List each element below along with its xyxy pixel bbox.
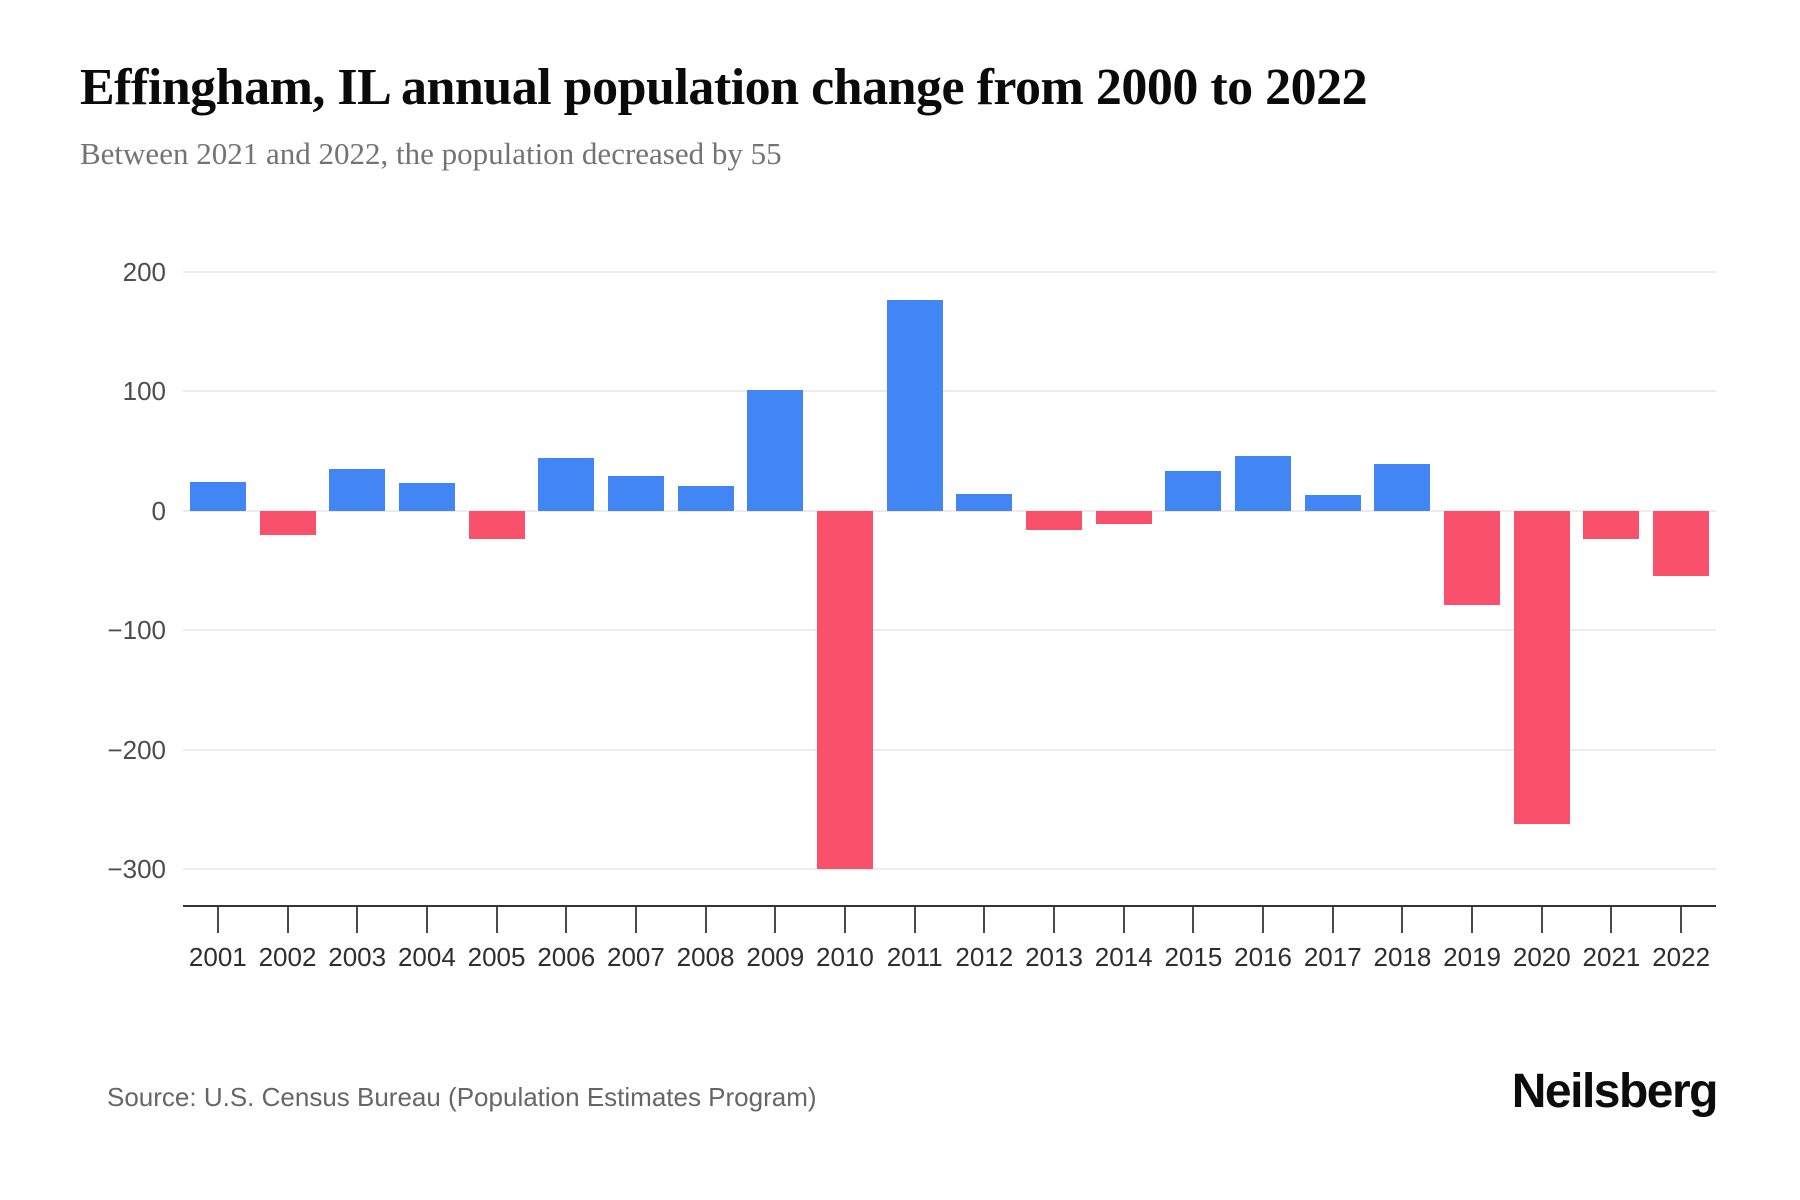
y-tick-label-0: 0	[151, 495, 166, 526]
bar-2022	[1653, 510, 1710, 577]
bar-2014	[1095, 510, 1152, 524]
x-tick-2010	[843, 907, 846, 933]
plot-area	[183, 230, 1716, 907]
bar-2019	[1444, 510, 1501, 606]
y-tick-label-200: 200	[122, 256, 166, 287]
x-tick-label-2007: 2007	[606, 942, 665, 972]
bar-2017	[1304, 495, 1361, 511]
x-tick-label-2009: 2009	[746, 942, 805, 972]
x-tick-2022	[1680, 907, 1683, 933]
x-tick-label-2010: 2010	[816, 942, 874, 972]
bar-2005	[468, 510, 525, 540]
y-tick-label-100: 100	[122, 376, 166, 407]
x-tick-label-2017: 2017	[1303, 942, 1362, 972]
x-tick-label-2002: 2002	[258, 942, 317, 972]
x-tick-2001	[216, 907, 219, 933]
bar-2012	[956, 494, 1013, 511]
y-tick-label--200: −200	[107, 734, 166, 765]
x-tick-2008	[704, 907, 707, 933]
x-tick-label-2012: 2012	[955, 942, 1014, 972]
bar-2015	[1165, 471, 1222, 511]
x-tick-2021	[1610, 907, 1613, 933]
x-tick-label-2021: 2021	[1582, 942, 1641, 972]
x-tick-2012	[983, 907, 986, 933]
x-tick-label-2014: 2014	[1094, 942, 1153, 972]
bar-2004	[398, 483, 455, 511]
x-tick-2013	[1053, 907, 1056, 933]
gridline-100	[183, 390, 1716, 393]
x-tick-2011	[913, 907, 916, 933]
gridline--300	[183, 868, 1716, 871]
y-tick-label--300: −300	[107, 854, 166, 885]
x-tick-label-2015: 2015	[1164, 942, 1223, 972]
x-tick-label-2019: 2019	[1443, 942, 1502, 972]
x-tick-label-2001: 2001	[188, 942, 247, 972]
x-tick-2020	[1540, 907, 1543, 933]
x-tick-2007	[634, 907, 637, 933]
x-tick-2014	[1122, 907, 1125, 933]
bar-2008	[677, 485, 734, 511]
bar-2016	[1235, 455, 1292, 511]
bar-2013	[1026, 510, 1083, 530]
x-tick-2009	[774, 907, 777, 933]
x-tick-label-2005: 2005	[467, 942, 526, 972]
gridline--100	[183, 629, 1716, 632]
x-tick-label-2008: 2008	[676, 942, 735, 972]
x-tick-2016	[1262, 907, 1265, 933]
x-tick-2015	[1192, 907, 1195, 933]
bar-2020	[1513, 510, 1570, 824]
x-tick-label-2004: 2004	[397, 942, 456, 972]
gridline-0	[183, 509, 1716, 512]
bar-2007	[607, 476, 664, 511]
gridline-200	[183, 270, 1716, 273]
x-tick-label-2022: 2022	[1652, 942, 1711, 972]
bar-2021	[1583, 510, 1640, 540]
x-tick-2017	[1331, 907, 1334, 933]
source-note: Source: U.S. Census Bureau (Population E…	[107, 1082, 817, 1112]
bar-2018	[1374, 464, 1431, 511]
x-tick-2006	[565, 907, 568, 933]
neilsberg-logo: Neilsberg	[1511, 1065, 1719, 1118]
y-tick-label--100: −100	[107, 615, 166, 646]
x-tick-label-2018: 2018	[1373, 942, 1432, 972]
bar-2002	[259, 510, 316, 535]
bar-2010	[816, 510, 873, 870]
x-tick-2002	[286, 907, 289, 933]
x-tick-label-2003: 2003	[328, 942, 387, 972]
x-tick-2004	[425, 907, 428, 933]
chart-subtitle: Between 2021 and 2022, the population de…	[80, 136, 782, 171]
gridline--200	[183, 748, 1716, 751]
x-tick-label-2011: 2011	[886, 942, 943, 972]
bar-2006	[538, 458, 595, 511]
x-tick-2003	[356, 907, 359, 933]
bar-2009	[747, 390, 804, 511]
x-tick-label-2020: 2020	[1512, 942, 1571, 972]
bar-2003	[329, 468, 386, 511]
x-tick-label-2016: 2016	[1234, 942, 1292, 972]
bar-2011	[886, 300, 943, 511]
chart-title: Effingham, IL annual population change f…	[80, 59, 1368, 116]
x-tick-2018	[1401, 907, 1404, 933]
x-tick-label-2013: 2013	[1025, 942, 1083, 972]
bar-2001	[189, 482, 246, 511]
x-tick-2019	[1471, 907, 1474, 933]
x-tick-2005	[495, 907, 498, 933]
x-tick-label-2006: 2006	[537, 942, 596, 972]
